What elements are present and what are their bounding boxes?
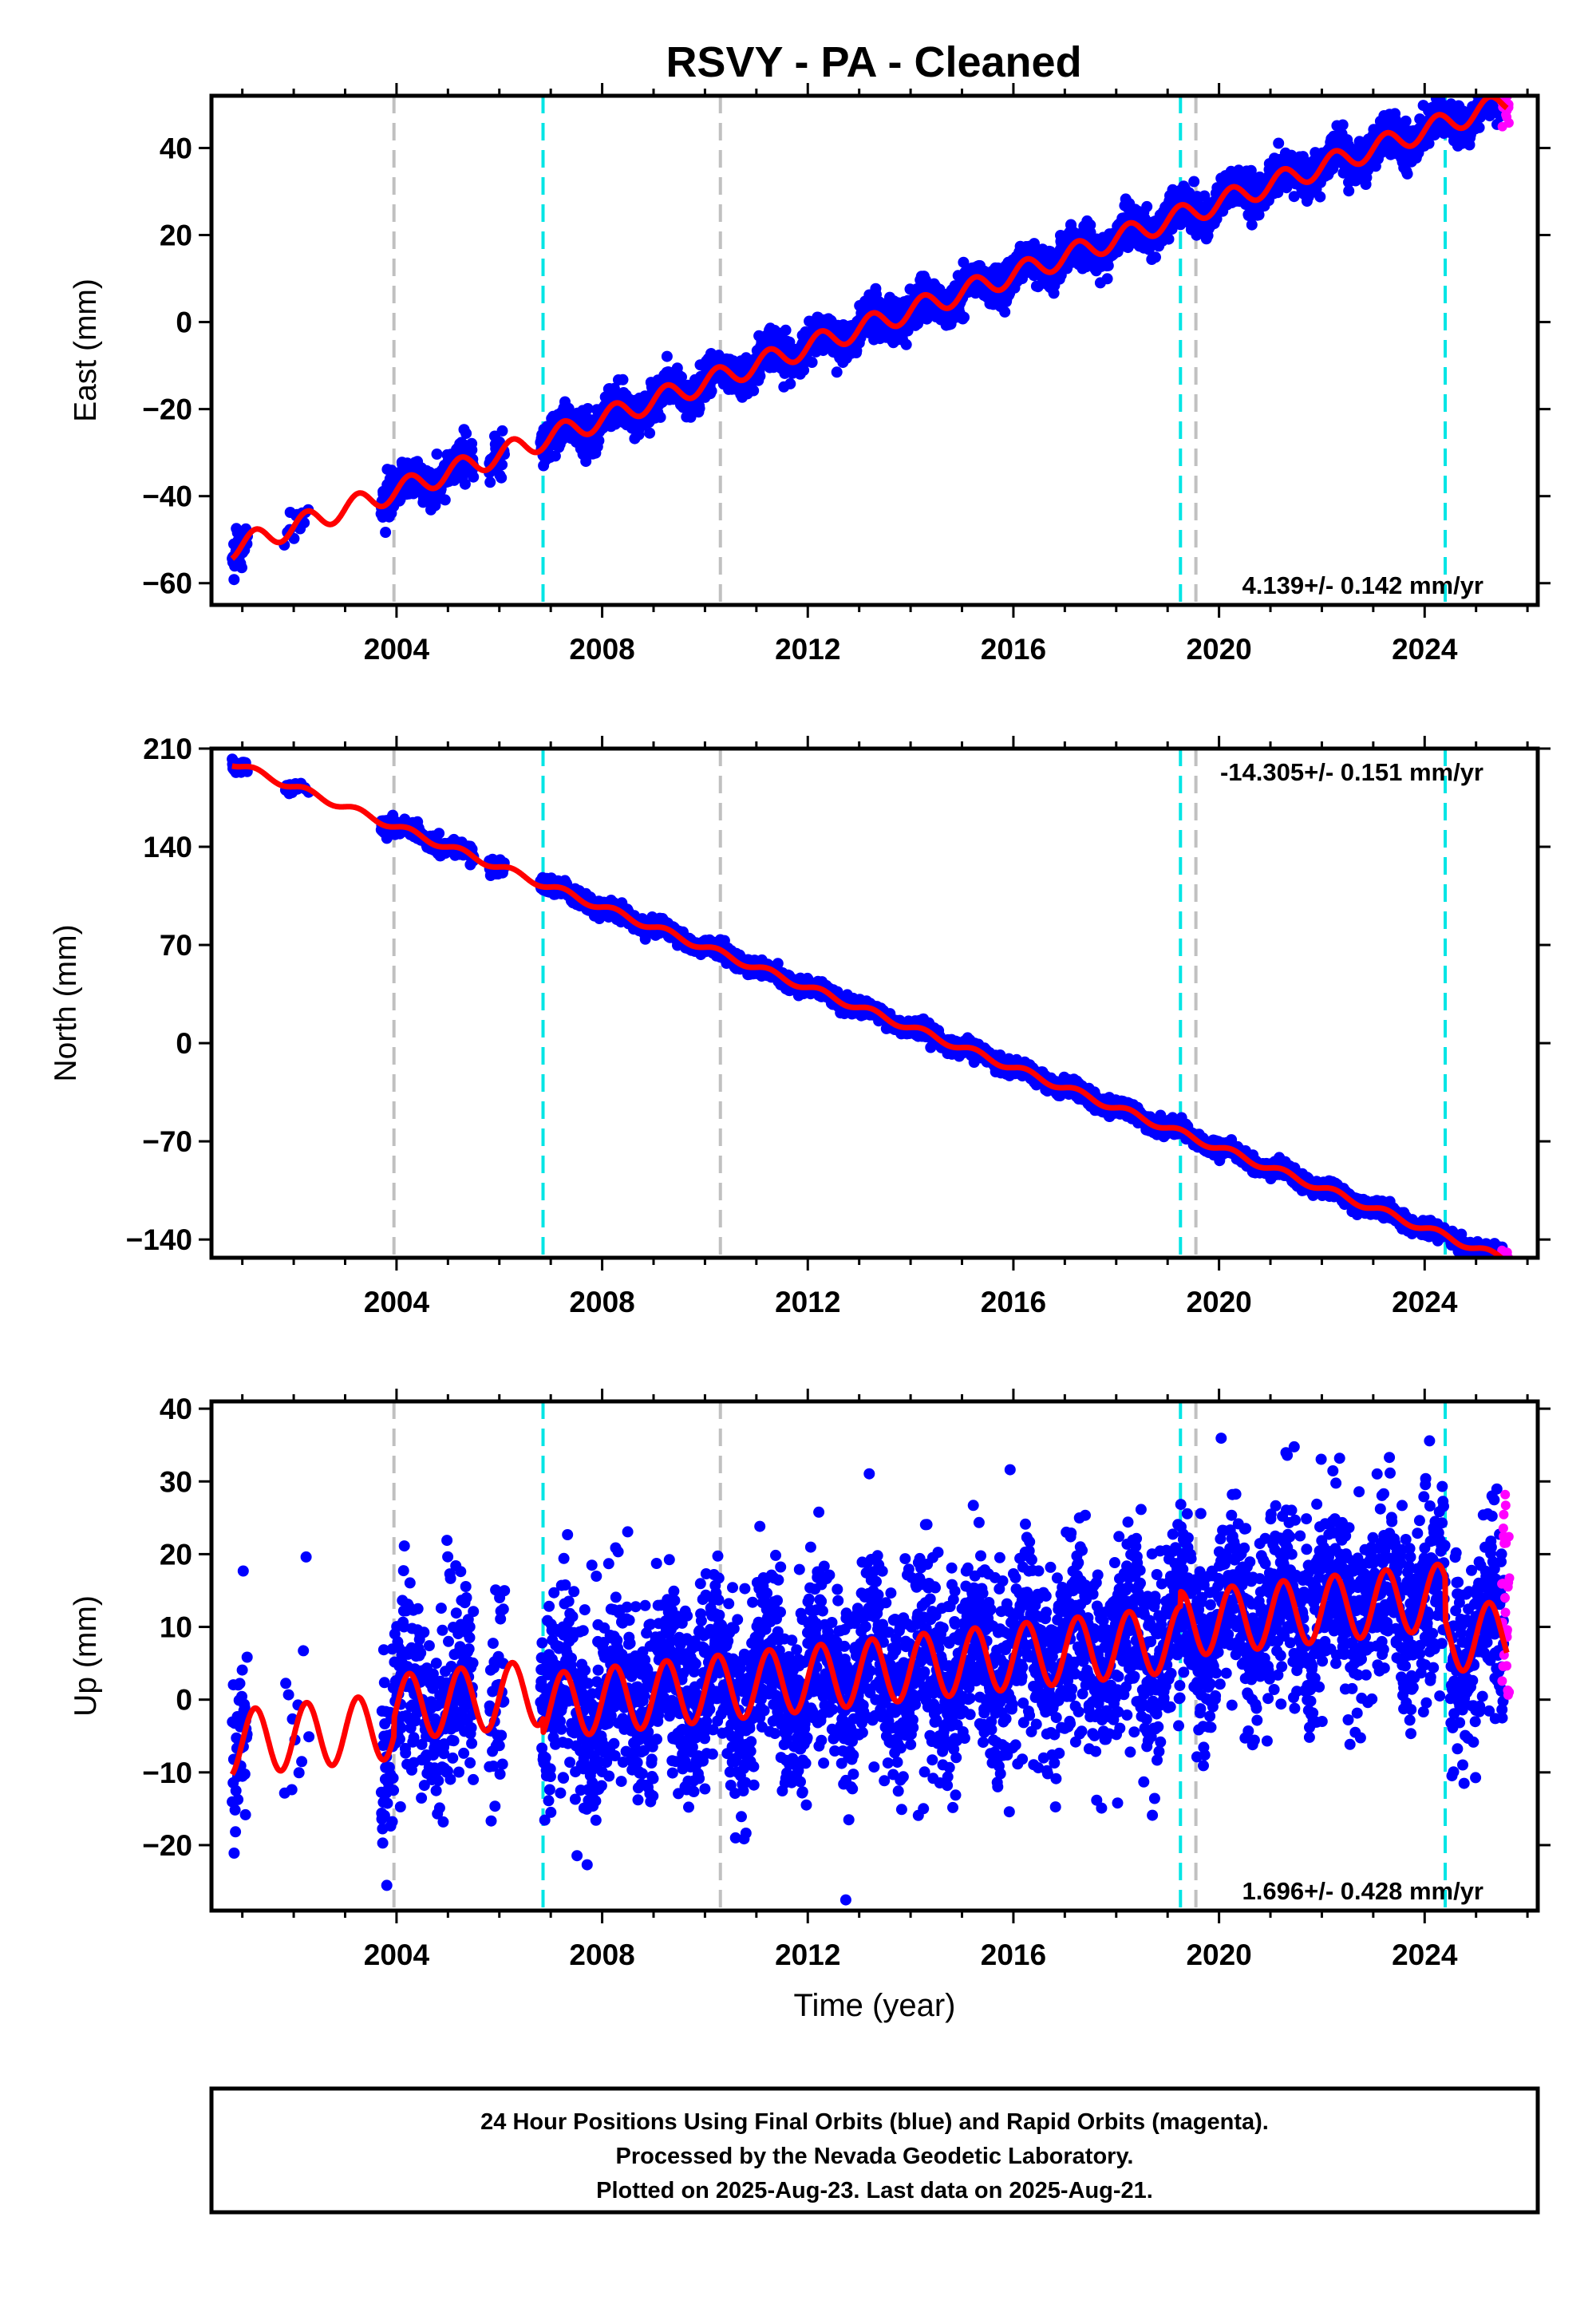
rapid-orbit-point [1503, 76, 1513, 85]
position-point [380, 527, 392, 538]
rapid-orbit-point [1500, 77, 1510, 86]
position-point [1483, 76, 1494, 87]
panel-east: 2004 2008 2012 2016 2020 2024 40 20 0 −20 −40 −60 Ea… [69, 57, 1551, 666]
position-point [1401, 168, 1413, 180]
position-point [1273, 137, 1285, 149]
chart-title: RSVY - PA - Cleaned [666, 38, 1081, 86]
position-point [439, 494, 451, 506]
position-point [831, 366, 843, 378]
position-point [466, 444, 478, 456]
panel-north: 2004 2008 2012 2016 2020 2024210140700−70−140… [49, 733, 1551, 1318]
final-orbit-points [227, 74, 1510, 586]
position-point [806, 357, 818, 368]
position-point [1480, 83, 1491, 94]
position-point [433, 828, 445, 840]
position-point [1491, 84, 1502, 95]
x-tick-label: 2024 [1392, 633, 1458, 666]
position-point [1473, 121, 1485, 133]
rapid-orbit-point [1499, 81, 1509, 90]
x-tick-label: 2020 [1186, 633, 1251, 666]
x-tick-label: 2004 [364, 633, 430, 666]
position-point [1479, 80, 1491, 91]
plot-area [227, 57, 1515, 605]
y-tick-label: −40 [142, 480, 192, 513]
position-point [1400, 115, 1412, 127]
position-point [496, 472, 508, 484]
rapid-orbit-point [1502, 66, 1511, 76]
position-point [236, 562, 247, 574]
position-point [1493, 82, 1504, 93]
position-point [784, 377, 796, 389]
y-tick-label: −60 [142, 567, 192, 600]
rapid-orbit-point [1505, 79, 1515, 89]
position-point [496, 459, 508, 471]
position-point [228, 574, 240, 586]
position-point [1489, 80, 1500, 91]
position-point [1470, 77, 1481, 88]
position-point [593, 435, 605, 447]
position-point [1482, 84, 1493, 95]
position-point [705, 385, 717, 397]
position-point [1314, 191, 1326, 203]
position-point [1484, 84, 1495, 95]
position-point [1101, 273, 1113, 285]
y-axis-label: East (mm) [69, 279, 103, 422]
position-point [549, 450, 561, 462]
velocity-rate-label: 4.139+/- 0.142 mm/yr [1242, 571, 1483, 599]
position-point [754, 370, 766, 382]
position-point [298, 517, 310, 529]
y-tick-label: 20 [160, 219, 192, 251]
position-point [459, 478, 471, 490]
position-point [1102, 259, 1114, 271]
position-point [693, 402, 705, 414]
position-point [1487, 82, 1498, 93]
position-point [661, 350, 673, 362]
position-point [644, 427, 656, 439]
plot-area [227, 749, 1514, 1258]
position-point [1246, 219, 1258, 231]
position-point [780, 324, 792, 336]
position-point [1479, 81, 1491, 93]
rapid-orbit-point [1497, 57, 1507, 67]
x-tick-label: 2016 [981, 633, 1046, 666]
rapid-orbit-point [1503, 118, 1514, 128]
x-tick-label: 2012 [775, 633, 840, 666]
position-point [1343, 185, 1355, 197]
position-point [484, 476, 496, 488]
rapid-orbit-point [1498, 77, 1507, 87]
position-point [431, 449, 443, 460]
position-point [1337, 119, 1349, 131]
position-point [900, 338, 912, 350]
position-point [748, 385, 760, 397]
position-point [999, 306, 1011, 318]
position-point [582, 403, 594, 414]
position-point [1141, 200, 1153, 212]
position-point [617, 373, 629, 385]
position-point [580, 456, 592, 468]
position-point [1163, 233, 1175, 245]
position-point [496, 425, 508, 437]
position-point [654, 411, 666, 423]
x-tick-label: 2008 [569, 633, 634, 666]
position-point [1188, 176, 1200, 188]
y-tick-label: 0 [176, 306, 192, 339]
position-point [1150, 251, 1161, 263]
position-point [468, 471, 480, 483]
y-tick-label: −20 [142, 393, 192, 426]
rapid-orbit-point [1503, 85, 1513, 95]
position-point [460, 428, 472, 440]
position-point [1480, 74, 1491, 85]
position-point [958, 311, 970, 323]
y-tick-label: 40 [160, 132, 192, 164]
position-point [1466, 77, 1477, 88]
